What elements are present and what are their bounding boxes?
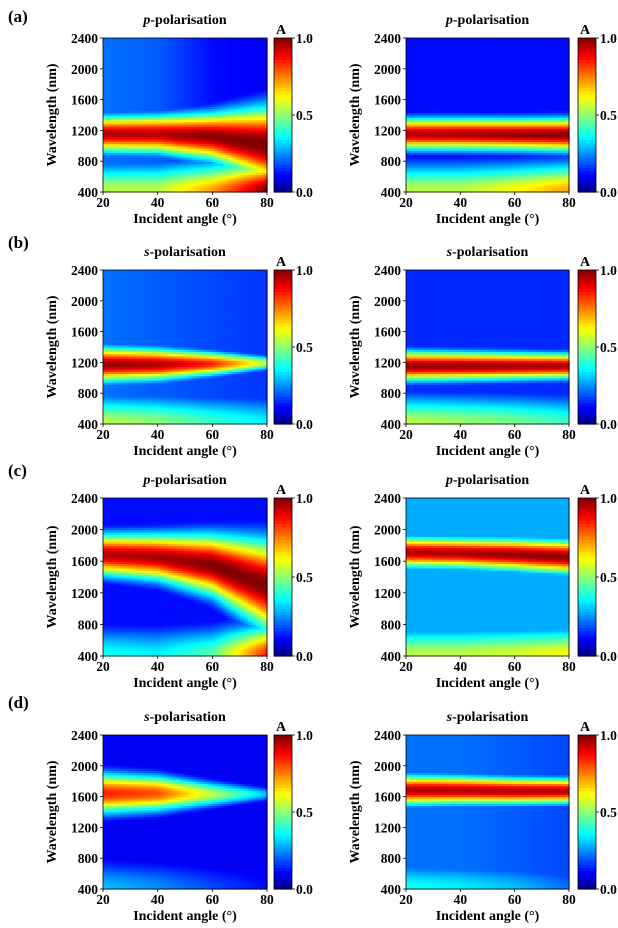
heatmap-cells (406, 38, 570, 193)
y-tick-label: 400 (78, 185, 99, 200)
row-label: (a) (8, 7, 28, 26)
heatmap-cells (103, 38, 268, 193)
x-tick-label: 60 (206, 195, 220, 210)
heatmap-panel-a-right: p-polarisation400800120016002000240020 40… (348, 13, 617, 227)
y-tick-label: 2400 (71, 31, 98, 46)
colorbar: A 0.0 0.5 1.0 (274, 23, 313, 200)
x-tick-label: 80 (260, 195, 274, 210)
colorbar-label: A (276, 23, 287, 38)
x-tick-label: 20 (96, 195, 110, 210)
colorbar-tick-label: 1.0 (296, 31, 313, 46)
colorbar-tick-label: 0.5 (296, 108, 313, 123)
y-axis-label: Wavelength (nm) (45, 63, 60, 166)
row-label: (c) (8, 461, 27, 480)
plot-title: p-polarisation (142, 13, 226, 28)
x-tick-label: 40 (151, 195, 165, 210)
heatmap-panel-a-left: p-polarisation 400 800 1200 1600 2000 2400 20 40… (45, 13, 313, 227)
y-tick-label: 1200 (71, 123, 98, 138)
y-tick-label: 800 (78, 154, 99, 169)
colorbar-segment (274, 38, 292, 42)
y-tick-label: 2000 (71, 62, 98, 77)
y-tick-label: 1600 (71, 93, 98, 108)
row-label: (b) (8, 233, 29, 252)
row-label: (d) (8, 693, 29, 712)
x-axis-label: Incident angle (°) (133, 212, 237, 227)
colorbar-tick-label: 0.0 (296, 185, 313, 200)
